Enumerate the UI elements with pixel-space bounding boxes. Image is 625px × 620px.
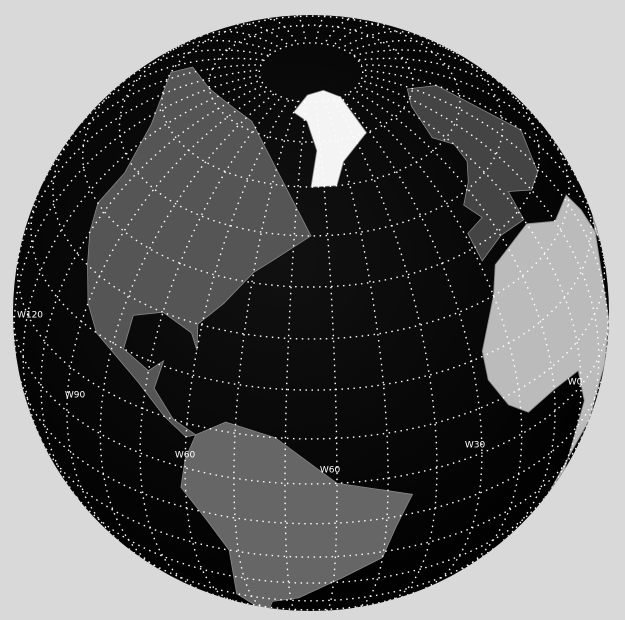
parallel <box>161 15 461 188</box>
graticule <box>13 15 609 611</box>
meridian <box>357 84 582 499</box>
parallel <box>13 315 609 485</box>
parallel <box>118 35 504 237</box>
graticule-label: W0 <box>568 378 583 388</box>
parallel <box>39 437 583 558</box>
meridian <box>314 102 338 611</box>
parallel <box>16 249 606 440</box>
meridian <box>236 23 290 47</box>
meridian <box>81 57 265 123</box>
greenland <box>293 89 368 188</box>
meridian <box>284 102 308 611</box>
meridian <box>362 74 609 354</box>
meridian <box>233 101 299 609</box>
meridian <box>200 30 282 49</box>
graticule-label: W60 <box>175 451 196 461</box>
meridian <box>40 84 265 499</box>
europe <box>406 85 539 262</box>
parallel <box>128 548 494 602</box>
meridian <box>340 30 422 49</box>
meridian <box>357 57 541 123</box>
land-layer <box>87 66 609 609</box>
parallel <box>76 497 546 584</box>
meridian <box>13 74 260 354</box>
north-america <box>87 66 312 438</box>
graticule-label: W60 <box>320 466 341 476</box>
meridian <box>323 17 355 45</box>
south-america <box>180 421 414 609</box>
parallel <box>52 132 570 340</box>
meridian <box>139 96 282 589</box>
graticule-labels: W120 W90 W60 W60 W30 W0 <box>17 311 583 476</box>
parallel <box>258 42 364 103</box>
meridian <box>323 101 389 609</box>
meridian <box>267 17 299 45</box>
parallel <box>20 381 602 525</box>
meridian <box>340 96 483 589</box>
graticule-label: W30 <box>465 441 486 451</box>
graticule-label: W120 <box>17 311 43 321</box>
meridian <box>332 23 386 47</box>
graticule-label: W90 <box>65 391 86 401</box>
parallel <box>30 193 592 391</box>
africa <box>481 194 609 492</box>
